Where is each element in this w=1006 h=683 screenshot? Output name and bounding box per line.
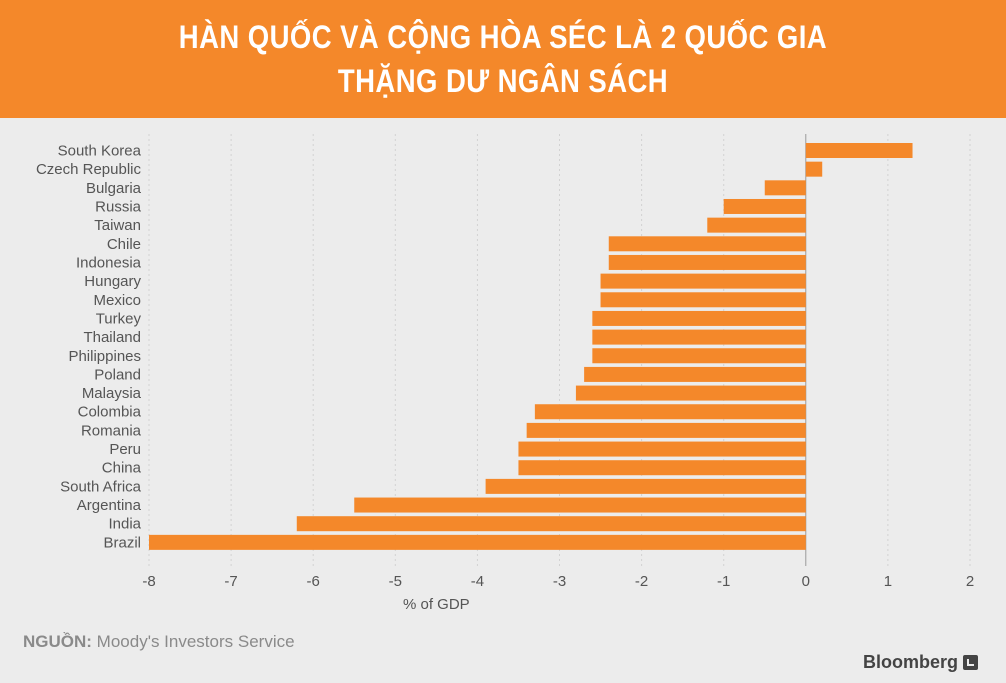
bar (805, 161, 823, 177)
x-tick-label: 2 (966, 573, 974, 590)
bar (592, 329, 806, 345)
source-note: NGUỒN: Moody's Investors Service (23, 632, 295, 652)
bar (600, 273, 806, 289)
bar (592, 348, 806, 364)
x-tick-label: -3 (553, 573, 566, 590)
x-tick-labels: -8 -7 -6 -5 -4 -3 -2 -1 0 1 2 (142, 573, 974, 590)
category-label: South Africa (60, 478, 142, 495)
x-axis-label: % of GDP (403, 596, 470, 613)
category-label: Thailand (83, 329, 141, 346)
bar (518, 460, 806, 476)
title-line-2: THẶNG DƯ NGÂN SÁCH (337, 63, 669, 99)
x-tick-label: -6 (307, 573, 320, 590)
x-tick-label: -1 (717, 573, 730, 590)
category-label: Taiwan (94, 217, 141, 234)
bars (149, 143, 913, 550)
bar (608, 254, 806, 270)
title-banner: HÀN QUỐC VÀ CỘNG HÒA SÉC LÀ 2 QUỐC GIA T… (0, 0, 1006, 118)
category-label: Turkey (96, 310, 142, 327)
bloomberg-chart-icon (963, 655, 978, 670)
category-label: South Korea (58, 143, 142, 160)
x-tick-label: -2 (635, 573, 648, 590)
bar (526, 422, 806, 438)
bar (592, 310, 806, 326)
category-label: Philippines (68, 348, 141, 365)
category-label: China (102, 460, 142, 477)
bar (354, 497, 806, 513)
bar (485, 478, 806, 494)
source-text: Moody's Investors Service (91, 632, 295, 651)
category-label: Hungary (84, 273, 141, 290)
x-tick-label: -4 (471, 573, 484, 590)
category-label: Malaysia (82, 385, 142, 402)
bar (534, 404, 806, 420)
bar (764, 180, 806, 196)
category-label: Brazil (103, 534, 141, 551)
category-label: Czech Republic (36, 161, 142, 178)
category-label: Russia (95, 198, 142, 215)
brand-logo: Bloomberg (863, 652, 978, 673)
category-label: Mexico (93, 292, 141, 309)
x-tick-label: -8 (142, 573, 155, 590)
category-label: Peru (109, 441, 141, 458)
brand-name: Bloomberg (862, 652, 958, 672)
source-label: NGUỒN: (23, 632, 92, 651)
x-tick-label: 0 (802, 573, 810, 590)
bar (518, 441, 806, 457)
x-tick-label: -5 (389, 573, 402, 590)
bar (296, 516, 806, 532)
bar (723, 198, 806, 214)
category-label: Indonesia (76, 254, 142, 271)
category-label: Colombia (78, 404, 142, 421)
bar (707, 217, 806, 233)
x-tick-label: -7 (224, 573, 237, 590)
bar (600, 292, 806, 308)
category-label: Romania (81, 422, 142, 439)
category-label: Chile (107, 236, 141, 253)
x-tick-label: 1 (884, 573, 892, 590)
bar (805, 143, 913, 158)
category-label: India (108, 516, 141, 533)
bar (575, 385, 806, 401)
category-label: Poland (94, 366, 141, 383)
title-line-1: HÀN QUỐC VÀ CỘNG HÒA SÉC LÀ 2 QUỐC GIA (178, 19, 828, 55)
bar (584, 366, 806, 382)
bar (608, 236, 806, 252)
bar (149, 534, 806, 550)
category-label: Bulgaria (86, 180, 142, 197)
category-label: Argentina (77, 497, 142, 514)
